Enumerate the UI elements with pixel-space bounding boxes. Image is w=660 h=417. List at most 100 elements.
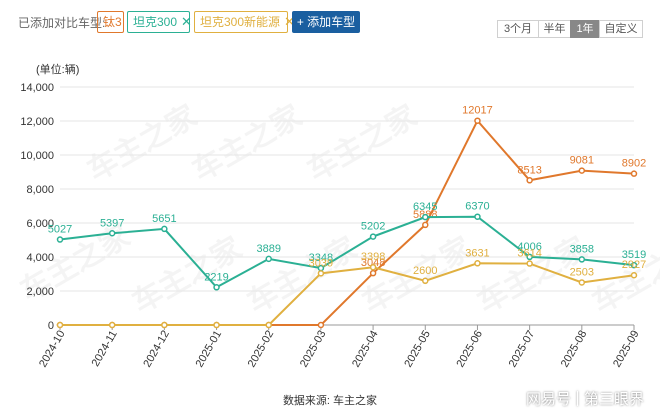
y-tick-label: 12,000 [20, 116, 54, 128]
y-tick-label: 2,000 [26, 286, 54, 298]
x-tick-label: 2025-04 [350, 329, 381, 370]
data-point [56, 236, 64, 243]
x-tick-label: 2025-05 [402, 329, 433, 370]
data-point [317, 321, 325, 329]
data-label: 3398 [361, 251, 385, 263]
x-tick-label: 2025-09 [611, 329, 642, 370]
data-label: 5397 [100, 217, 124, 229]
model-tag-tank300-nev[interactable]: 坦克300新能源 ✕ [194, 11, 295, 33]
credit-divider [576, 391, 578, 406]
data-point [161, 321, 168, 329]
unit-label: (单位:辆) [36, 62, 79, 76]
data-label: 3889 [256, 243, 280, 255]
model-tag-ti3[interactable]: 钛3 [97, 11, 124, 33]
x-tick-label: 2025-08 [559, 329, 590, 370]
data-point [265, 255, 272, 263]
data-point [108, 321, 116, 329]
data-label: 2600 [413, 265, 437, 277]
y-tick-label: 14,000 [20, 82, 54, 94]
add-model-button[interactable]: + 添加车型 [292, 11, 360, 33]
data-label: 4006 [517, 241, 541, 253]
range-3-months[interactable]: 3个月 [497, 20, 539, 38]
credit-watermark: 网易号 第三眼界 [526, 388, 644, 409]
range-1-year[interactable]: 1年 [570, 20, 600, 38]
series-line [59, 215, 635, 289]
data-point [578, 167, 586, 174]
data-point [422, 213, 429, 221]
data-label: 3519 [622, 249, 646, 261]
watermark-logo: 车主之家 [187, 99, 308, 189]
watermark-logo: 车主之家 [82, 99, 203, 189]
range-half-year[interactable]: 半年 [538, 20, 571, 38]
close-icon[interactable]: ✕ [284, 14, 295, 29]
data-point [474, 213, 481, 220]
series-line [60, 262, 635, 326]
y-tick-label: 8,000 [26, 184, 54, 196]
data-label: 9081 [570, 155, 594, 167]
x-tick-label: 2025-07 [507, 329, 538, 370]
data-label: 5027 [48, 224, 72, 236]
y-tick-label: 6,000 [26, 218, 54, 230]
data-point [265, 321, 272, 329]
model-tag-label: 钛3 [103, 15, 122, 29]
data-label: 2503 [570, 266, 594, 278]
data-label: 3048 [361, 257, 385, 269]
close-icon[interactable]: ✕ [181, 14, 192, 29]
data-label: 5651 [152, 213, 176, 225]
data-point [317, 270, 325, 277]
data-label: 8902 [622, 158, 646, 170]
watermark-logo: 车主之家 [302, 99, 423, 189]
x-tick-label: 2025-02 [246, 329, 277, 370]
data-point [108, 230, 116, 237]
data-point [578, 256, 586, 263]
compare-toolbar: 已添加对比车型: 钛3 坦克300 ✕ 坦克300新能源 ✕ + 添加车型 3个… [0, 0, 660, 52]
time-range-selector: 3个月 半年 1年 自定义 [497, 20, 643, 38]
y-tick-label: 0 [48, 320, 54, 332]
data-point [526, 260, 533, 267]
data-point [161, 225, 168, 233]
data-source: 数据来源: 车主之家 [282, 395, 378, 407]
data-point [213, 321, 220, 329]
compare-label: 已添加对比车型: [18, 16, 106, 30]
data-label: 3631 [465, 247, 489, 259]
credit-platform: 网易号 [525, 391, 571, 408]
data-label: 3039 [309, 257, 333, 269]
data-point [369, 263, 377, 271]
model-tag-label: 坦克300新能源 [200, 15, 281, 29]
x-tick-label: 2024-10 [37, 329, 68, 370]
data-point [526, 253, 533, 261]
x-tick-label: 2024-11 [90, 329, 120, 369]
data-label: 12017 [462, 105, 493, 117]
data-label: 2927 [622, 259, 646, 271]
data-point [422, 277, 429, 285]
data-label: 3858 [570, 243, 594, 255]
data-label: 3614 [517, 248, 541, 260]
sales-line-chart: 车主之家车主之家车主之家车主之家车主之家车主之家车主之家车主之家车主之家(单位:… [15, 62, 660, 370]
data-point [369, 269, 377, 277]
data-point [422, 221, 429, 229]
data-point [213, 284, 220, 291]
x-tick-label: 2024-12 [141, 329, 172, 370]
data-point [369, 233, 377, 240]
data-point [526, 177, 533, 184]
y-tick-label: 4,000 [26, 252, 54, 264]
data-point [56, 321, 64, 329]
range-custom[interactable]: 自定义 [599, 20, 643, 38]
model-tag-label: 坦克300 [133, 15, 178, 29]
data-point [630, 271, 638, 279]
data-label: 3348 [309, 252, 333, 264]
x-tick-label: 2025-03 [298, 329, 329, 370]
model-tag-tank300[interactable]: 坦克300 ✕ [127, 11, 192, 33]
data-point [578, 279, 586, 286]
data-point [630, 170, 638, 177]
data-label: 2219 [204, 271, 228, 283]
x-tick-label: 2025-06 [454, 329, 485, 370]
credit-author: 第三眼界 [583, 391, 644, 408]
watermark-logo: 车主之家 [127, 231, 248, 321]
data-point [630, 261, 638, 269]
data-label: 6345 [413, 201, 437, 213]
data-label: 5202 [361, 221, 385, 233]
x-tick-label: 2025-01 [194, 329, 225, 370]
data-label: 8513 [517, 164, 541, 176]
data-label: 6370 [465, 201, 489, 213]
